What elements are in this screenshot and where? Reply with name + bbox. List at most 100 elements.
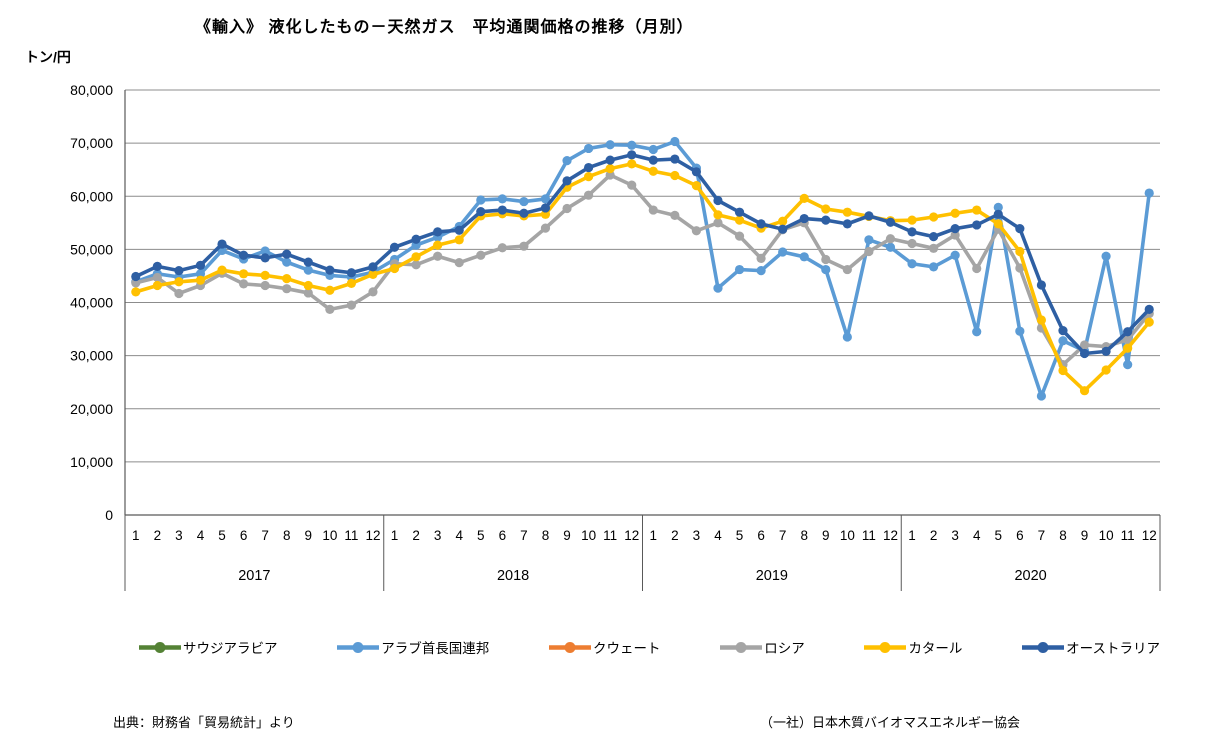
data-point-qatar [260,270,270,281]
legend-dot-icon [735,641,747,653]
data-point-australia [713,195,723,206]
legend-label-kuwait: クウェート [592,641,661,656]
data-point-australia [1015,224,1025,234]
data-point-australia [519,208,529,218]
data-point-uae [605,140,615,150]
month-label: 7 [779,528,787,543]
data-point-russia [540,223,551,233]
data-point-russia [885,234,896,244]
data-point-uae [627,140,637,150]
month-label: 4 [714,528,722,543]
data-point-australia [1123,327,1133,337]
data-point-qatar [1015,246,1025,257]
data-point-australia [842,219,852,229]
data-point-australia [562,176,572,186]
month-label: 5 [477,528,485,543]
legend-marker-saudi-arabia [139,641,181,653]
data-point-uae [562,156,572,166]
month-label: 10 [322,528,337,543]
data-point-uae [928,262,939,272]
data-point-australia [885,217,896,227]
data-point-australia [540,203,551,213]
data-point-australia [691,167,702,177]
data-point-russia [972,263,982,274]
data-point-russia [928,243,939,253]
data-point-uae [885,242,896,252]
data-point-australia [195,260,206,270]
month-label: 3 [434,528,442,543]
year-label: 2020 [1014,568,1046,584]
data-point-russia [1079,340,1090,350]
data-point-russia [282,284,292,294]
legend-dot-icon [564,641,576,653]
month-label: 5 [995,528,1003,543]
data-point-australia [907,227,917,237]
data-point-uae [540,194,551,204]
legend-item-russia: ロシア [719,637,805,657]
data-point-russia [131,278,141,288]
data-point-qatar [972,205,982,215]
month-label: 11 [603,528,617,543]
data-point-australia [476,207,486,217]
month-label: 1 [391,528,399,543]
data-point-australia [303,257,313,267]
data-point-russia [368,287,378,297]
data-point-qatar [648,166,658,176]
legend: サウジアラビア アラブ首長国連邦 クウェート ロシア カタール オーストラリア [138,637,1160,657]
month-label: 12 [1142,528,1157,543]
data-point-qatar [627,159,637,169]
y-tick-label: 10,000 [70,454,113,470]
data-point-qatar [734,215,745,225]
source-note: 出典：財務省「貿易統計」より [113,715,295,730]
data-point-russia [627,180,637,190]
data-point-qatar [821,204,831,214]
data-point-australia [454,225,464,235]
data-point-australia [928,232,939,242]
month-label: 6 [1016,528,1024,543]
month-label: 10 [1099,528,1114,543]
data-point-qatar [325,285,335,295]
data-point-australia [368,262,378,272]
month-label: 2 [154,528,162,543]
legend-marker-qatar [864,641,907,653]
data-point-russia [756,253,766,264]
data-point-australia [1079,348,1090,359]
month-label: 6 [757,528,765,543]
data-point-qatar [238,269,249,279]
data-point-russia [433,251,443,261]
data-point-russia [691,226,702,236]
data-point-uae [1101,251,1111,261]
data-point-qatar [195,275,206,285]
month-label: 10 [581,528,596,543]
y-tick-label: 70,000 [70,135,113,151]
month-label: 11 [862,528,876,543]
data-point-uae [648,144,658,155]
month-label: 4 [455,528,463,543]
data-point-uae [1015,326,1025,336]
legend-label-russia: ロシア [764,641,805,656]
data-point-russia [346,300,357,310]
month-label: 5 [218,528,226,543]
data-point-australia [174,266,184,276]
y-tick-label: 40,000 [70,295,113,311]
month-label: 4 [973,528,981,543]
year-label: 2018 [497,568,529,584]
data-point-qatar [778,216,788,226]
data-point-russia [842,264,852,275]
data-point-qatar [346,278,357,288]
month-label: 9 [563,528,571,543]
data-point-qatar [433,240,443,250]
data-point-uae [670,136,680,147]
data-point-qatar [713,210,723,220]
data-point-qatar [691,181,702,191]
data-point-qatar [605,164,615,174]
legend-dot-icon [352,641,364,653]
legend-item-kuwait: クウェート [548,637,661,657]
chart-title: 《輸入》 液化したもの－天然ガス 平均通関価格の推移（月別） [195,19,694,36]
data-point-uae [497,194,507,204]
data-point-russia [1123,335,1133,345]
y-tick-label: 60,000 [70,188,113,204]
data-point-russia [562,203,572,214]
data-point-qatar [1144,317,1154,327]
data-point-uae [864,235,874,245]
